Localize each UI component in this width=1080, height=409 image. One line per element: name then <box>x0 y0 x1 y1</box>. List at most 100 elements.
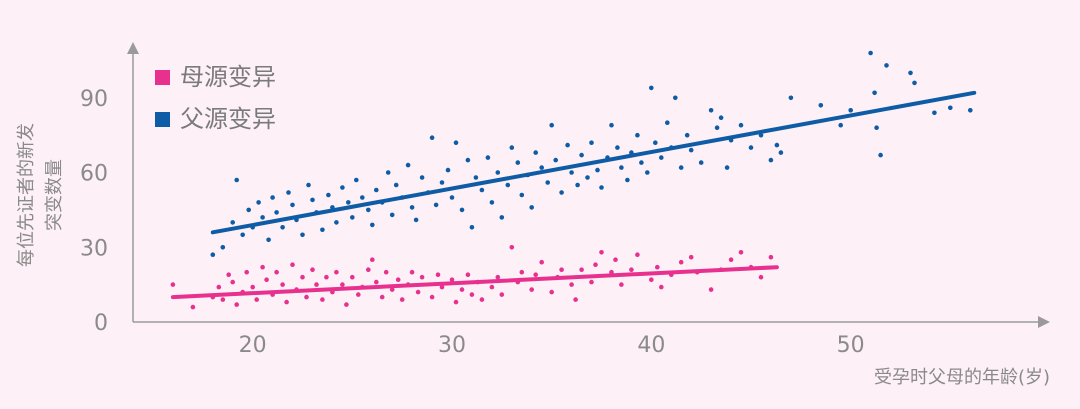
paternal-point <box>645 170 650 175</box>
y-tick-labels: 0 30 60 90 <box>80 87 108 336</box>
paternal-point <box>473 175 479 180</box>
paternal-point <box>489 200 495 205</box>
paternal-point <box>788 95 794 101</box>
legend-swatch-paternal <box>155 112 170 127</box>
paternal-point <box>575 182 580 188</box>
paternal-point <box>350 215 355 220</box>
maternal-point <box>453 299 459 305</box>
y-axis-title-line-1: 每位先证者的新发 <box>16 123 37 267</box>
paternal-point <box>409 205 415 210</box>
maternal-point <box>383 269 389 275</box>
paternal-point <box>724 165 730 170</box>
paternal-point <box>768 157 774 163</box>
maternal-point <box>593 262 598 268</box>
maternal-point <box>519 269 525 275</box>
x-axis-arrowhead <box>1038 316 1050 328</box>
paternal-point <box>838 122 843 128</box>
maternal-point <box>190 304 196 310</box>
paternal-point <box>453 140 459 145</box>
paternal-point <box>912 80 917 86</box>
maternal-point <box>738 250 744 255</box>
paternal-point <box>419 175 425 180</box>
x-axis-title: 受孕时父母的年龄(岁) <box>874 367 1050 388</box>
paternal-point <box>678 165 684 170</box>
paternal-point <box>320 227 325 233</box>
maternal-point <box>569 282 574 287</box>
paternal-point <box>445 167 451 173</box>
maternal-point <box>304 294 309 300</box>
maternal-point <box>226 272 231 278</box>
paternal-point <box>260 215 265 220</box>
maternal-point <box>280 282 285 287</box>
paternal-point <box>220 245 226 250</box>
maternal-point <box>220 297 226 302</box>
paternal-point <box>234 177 239 183</box>
maternal-point <box>688 254 694 260</box>
maternal-point <box>314 282 319 287</box>
paternal-point <box>688 147 694 153</box>
maternal-point <box>429 294 435 300</box>
paternal-point <box>509 145 515 150</box>
paternal-point <box>625 177 630 183</box>
paternal-point <box>714 125 720 130</box>
maternal-point <box>356 292 361 297</box>
paternal-point <box>878 152 883 158</box>
maternal-trend-line <box>170 265 779 300</box>
maternal-point <box>324 274 329 280</box>
paternal-point <box>429 135 435 140</box>
paternal-point <box>354 177 359 183</box>
paternal-point <box>465 157 471 163</box>
paternal-point <box>515 160 521 165</box>
paternal-point <box>529 205 534 210</box>
paternal-point <box>569 170 574 175</box>
maternal-point <box>539 259 544 265</box>
paternal-point <box>615 145 620 150</box>
maternal-point <box>350 274 355 280</box>
maternal-point <box>649 277 654 283</box>
paternal-point <box>948 105 953 111</box>
legend-label-paternal: 父源变异 <box>180 105 276 133</box>
paternal-point <box>374 187 379 193</box>
paternal-point <box>585 175 590 180</box>
maternal-point <box>678 259 684 265</box>
paternal-point <box>439 180 445 185</box>
paternal-point <box>433 202 439 208</box>
maternal-point <box>573 297 578 302</box>
maternal-point <box>284 299 289 305</box>
scatter-points <box>170 50 973 310</box>
maternal-point <box>529 287 534 292</box>
y-axis-arrowhead <box>127 42 139 54</box>
maternal-point <box>635 252 640 257</box>
maternal-point <box>469 292 475 297</box>
paternal-point <box>274 210 279 215</box>
maternal-point <box>728 257 734 263</box>
paternal-point <box>405 162 411 168</box>
paternal-point <box>280 225 285 230</box>
paternal-point <box>639 160 644 165</box>
maternal-point <box>300 274 305 280</box>
maternal-point <box>439 284 445 290</box>
maternal-point <box>244 269 249 275</box>
paternal-point <box>649 85 654 91</box>
maternal-point <box>479 297 485 302</box>
maternal-point <box>768 254 774 260</box>
paternal-point <box>286 190 291 195</box>
maternal-point <box>619 282 624 287</box>
maternal-point <box>489 284 495 290</box>
paternal-point <box>246 207 251 213</box>
paternal-point <box>310 197 315 203</box>
paternal-point <box>718 115 724 120</box>
paternal-point <box>499 215 505 220</box>
y-tick-label: 30 <box>80 236 108 261</box>
maternal-point <box>419 274 425 280</box>
maternal-point <box>320 297 325 302</box>
maternal-point <box>459 287 465 292</box>
paternal-point <box>326 192 331 198</box>
maternal-point <box>495 274 501 280</box>
paternal-point <box>932 110 937 116</box>
paternal-point <box>519 192 525 198</box>
maternal-point <box>499 292 505 297</box>
paternal-point <box>240 232 245 238</box>
